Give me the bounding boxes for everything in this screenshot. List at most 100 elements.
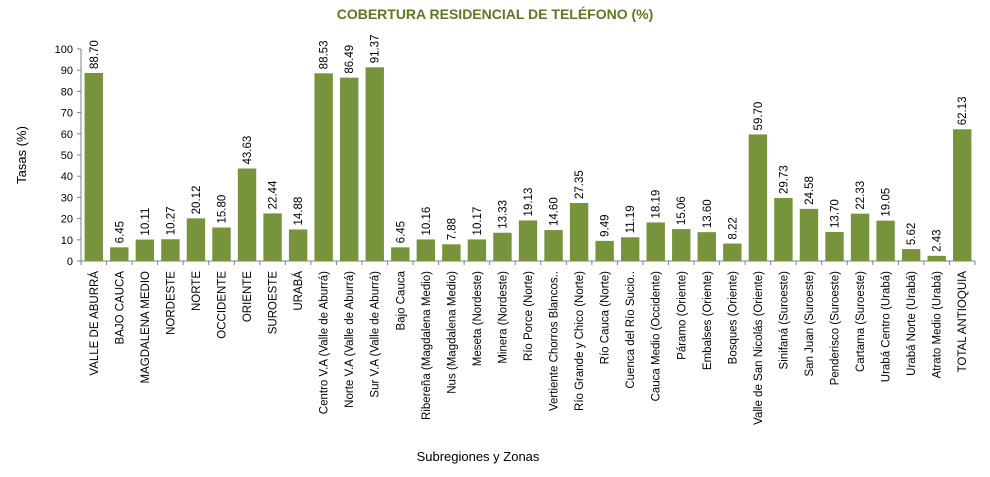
data-label: 6.45 (114, 221, 126, 243)
bar (365, 67, 384, 262)
y-tick-label: 80 (61, 86, 73, 98)
bar (825, 231, 844, 261)
data-label: 24.58 (804, 176, 816, 205)
bar (110, 247, 129, 261)
bar (391, 247, 410, 261)
y-tick-label: 70 (61, 108, 73, 120)
data-label: 27.35 (574, 170, 586, 199)
bar (314, 73, 333, 261)
category-label: Meseta (Nordeste) (472, 271, 484, 366)
category-label: BAJO CAUCA (114, 271, 126, 345)
category-label: ORIENTE (242, 271, 254, 322)
bar (135, 239, 155, 261)
y-tick-label: 0 (67, 256, 73, 268)
data-label: 5.62 (906, 223, 918, 245)
data-label: 22.44 (268, 180, 280, 209)
data-label: 7.88 (446, 218, 458, 240)
data-label: 6.45 (395, 221, 407, 243)
bar (416, 239, 436, 261)
data-label: 14.60 (549, 197, 561, 226)
bar (595, 240, 614, 261)
category-label: Centro V.A (Valle de Aburrá) (319, 271, 331, 414)
bar (518, 220, 538, 261)
chart-title: COBERTURA RESIDENCIAL DE TELÉFONO (%) (336, 6, 654, 22)
category-label: Cuenca del Río Sucio.. (625, 271, 637, 389)
category-label: Atrato Medio (Urabá) (932, 271, 944, 379)
category-label: Minera (Nordeste) (497, 271, 509, 364)
data-label: 13.70 (830, 199, 842, 228)
y-tick-label: 90 (61, 65, 73, 77)
data-label: 14.88 (293, 197, 305, 226)
category-label: Cauca Medio (Occidente) (651, 271, 663, 402)
category-label: Sinifaná (Suroeste) (778, 271, 790, 370)
bar (186, 218, 206, 261)
y-axis-title: Tasas (%) (14, 126, 29, 184)
y-tick-label: 40 (61, 171, 73, 183)
category-label: TOTAL ANTIOQUIA (957, 271, 969, 373)
data-label: 11.19 (625, 205, 637, 233)
category-label: Urabá Norte (Urabá) (906, 271, 918, 376)
category-labels: VALLE DE ABURRÁ BAJO CAUCA MAGDALENA MEDIO… (88, 270, 969, 424)
bar (544, 230, 563, 261)
bar (84, 72, 103, 262)
bar (263, 213, 282, 261)
bar (901, 249, 921, 261)
bars (84, 67, 972, 262)
data-label: 9.49 (600, 214, 612, 236)
bar (212, 227, 231, 261)
data-label: 19.13 (523, 188, 535, 217)
category-label: VALLE DE ABURRÁ (88, 271, 101, 376)
bar (442, 244, 461, 261)
y-tick-label: 100 (55, 44, 73, 56)
bar (672, 229, 691, 261)
bar (340, 77, 359, 261)
data-label: 88.70 (89, 40, 101, 69)
bar (569, 203, 589, 261)
y-tick-label: 60 (61, 129, 73, 141)
data-label: 62.13 (957, 97, 969, 126)
category-label: Ribereña (Magdalena Medio) (421, 271, 433, 420)
bar (876, 220, 895, 261)
data-label: 2.43 (932, 229, 944, 251)
data-label: 18.19 (651, 190, 663, 219)
data-label: 13.33 (497, 200, 509, 229)
y-tick-label: 50 (61, 150, 73, 162)
category-label: NORTE (191, 271, 203, 311)
y-tick-label: 20 (61, 214, 73, 226)
data-label: 43.63 (242, 136, 254, 165)
bar (774, 197, 793, 261)
category-label: SUROESTE (268, 271, 280, 335)
category-label: Cartama (Suroeste) (855, 271, 867, 372)
value-labels: 88.70 6.45 10.11 10.27 20.12 15.80 43.63 22.44 1… (89, 35, 969, 252)
data-label: 88.53 (319, 41, 331, 70)
data-label: 29.73 (778, 165, 790, 194)
bar (927, 255, 946, 261)
category-label: Nus (Magdalena Medio) (446, 271, 458, 394)
category-label: URABÁ (292, 271, 305, 311)
data-label: 10.16 (421, 207, 433, 236)
category-label: Río Porce (Norte) (523, 271, 535, 361)
category-label: Páramo (Oriente) (676, 271, 688, 360)
data-label: 15.80 (216, 195, 228, 224)
bar (799, 208, 819, 261)
category-label: NORDESTE (165, 271, 177, 335)
category-label: Sur V.A (Valle de Aburrá) (370, 271, 382, 398)
bar (161, 239, 180, 261)
category-label: Embalses (Oriente) (702, 271, 714, 370)
data-label: 15.06 (676, 196, 688, 225)
category-label: Penderisco (Suroeste) (830, 271, 842, 386)
data-label: 10.17 (472, 207, 484, 236)
bar (723, 243, 742, 261)
bar (748, 134, 768, 261)
category-label: Urabá Centro (Urabá) (881, 271, 893, 382)
category-label: San Juan (Suroeste) (804, 271, 816, 377)
data-label: 20.12 (191, 186, 203, 215)
category-label: Valle de San Nicolás (Oriente) (753, 271, 765, 425)
data-label: 19.05 (881, 188, 893, 217)
y-tick-label: 10 (61, 235, 73, 247)
bar (288, 229, 308, 261)
data-label: 59.70 (753, 102, 765, 131)
category-label: Norte V.A (Valle de Aburrá) (344, 271, 356, 408)
bar (850, 213, 870, 261)
